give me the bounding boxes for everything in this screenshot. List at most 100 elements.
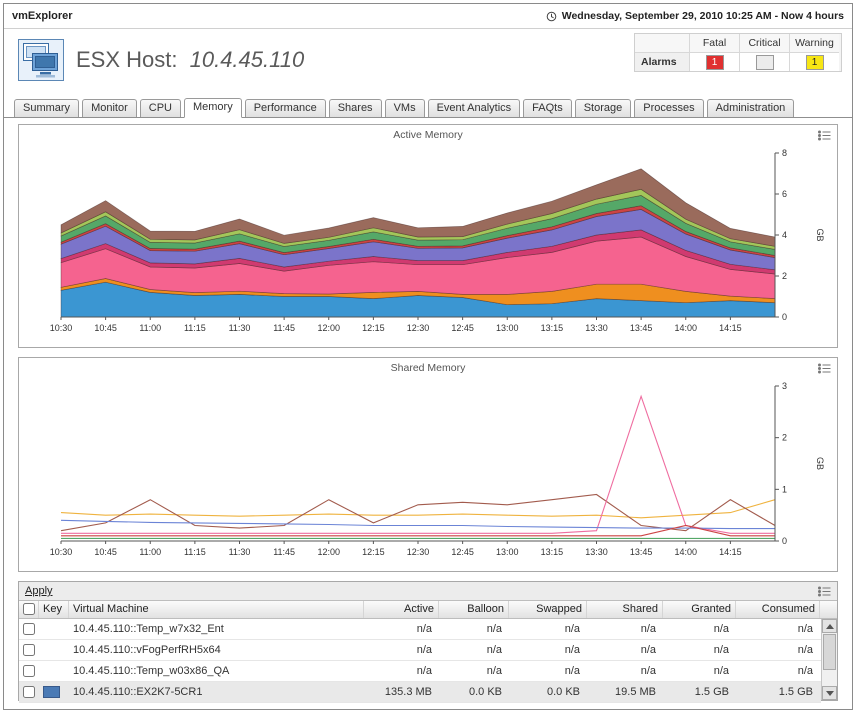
col-header-shared[interactable]: Shared <box>587 601 663 618</box>
svg-text:11:15: 11:15 <box>184 323 206 333</box>
row-checkbox[interactable] <box>23 665 35 678</box>
active-value: n/a <box>416 623 432 635</box>
swapped-value: n/a <box>564 644 580 656</box>
col-header-balloon[interactable]: Balloon <box>439 601 509 618</box>
swapped-value: n/a <box>564 665 580 677</box>
granted-value: 1.5 GB <box>694 686 729 698</box>
row-checkbox[interactable] <box>23 644 35 657</box>
apply-button[interactable]: Apply <box>25 585 53 597</box>
time-range-control[interactable]: Wednesday, September 29, 2010 10:25 AM -… <box>546 10 844 22</box>
shared-value: 19.5 MB <box>615 686 656 698</box>
series-key-swatch <box>43 686 60 699</box>
col-header-select <box>19 601 39 618</box>
app-title: vmExplorer <box>12 10 73 22</box>
select-all-checkbox[interactable] <box>23 603 35 616</box>
svg-text:GB: GB <box>815 228 825 241</box>
consumed-value: n/a <box>797 665 813 677</box>
svg-text:8: 8 <box>782 148 787 158</box>
tab-shares[interactable]: Shares <box>328 99 382 117</box>
svg-text:13:15: 13:15 <box>541 547 564 557</box>
shared-memory-chart: 0 1 2 3 10:30 10:45 11:00 11:15 11:30 11:45 12:00 1… <box>50 381 825 557</box>
chart-menu-icon[interactable] <box>818 130 831 141</box>
col-header-swapped[interactable]: Swapped <box>509 601 587 618</box>
alarms-panel: Fatal Critical Warning Alarms 1 1 <box>634 33 842 72</box>
svg-text:11:30: 11:30 <box>229 547 251 557</box>
svg-text:11:00: 11:00 <box>139 323 161 333</box>
shared-memory-chart-panel: Shared Memory 0 1 2 3 10:30 10:45 11:00 11:15 11… <box>18 357 838 572</box>
tab-vms[interactable]: VMs <box>384 99 425 117</box>
active-value: 135.3 MB <box>384 686 432 698</box>
tab-performance[interactable]: Performance <box>244 99 326 117</box>
svg-text:13:00: 13:00 <box>496 547 519 557</box>
tab-event-analytics[interactable]: Event Analytics <box>427 99 521 117</box>
table-scrollbar[interactable] <box>821 619 837 700</box>
col-header-active[interactable]: Active <box>364 601 439 618</box>
warning-count-badge[interactable]: 1 <box>805 54 824 70</box>
table-header: Key Virtual Machine Active Balloon Swapped Sh… <box>19 601 837 619</box>
col-header-granted[interactable]: Granted <box>663 601 736 618</box>
svg-text:14:00: 14:00 <box>674 547 697 557</box>
chart-menu-icon[interactable] <box>818 363 831 374</box>
critical-count-badge[interactable] <box>755 54 774 70</box>
tab-monitor[interactable]: Monitor <box>82 99 137 117</box>
svg-text:14:00: 14:00 <box>674 323 697 333</box>
svg-text:10:45: 10:45 <box>94 323 117 333</box>
row-checkbox[interactable] <box>23 623 35 636</box>
row-checkbox[interactable] <box>23 686 35 699</box>
svg-text:3: 3 <box>782 381 787 391</box>
scroll-up-button[interactable] <box>822 619 837 633</box>
table-row[interactable]: 10.4.45.110::Temp_w03x86_QA n/a n/a n/a n/a n… <box>19 661 821 682</box>
svg-text:10:30: 10:30 <box>50 323 73 333</box>
svg-text:4: 4 <box>782 230 787 240</box>
tab-processes[interactable]: Processes <box>634 99 704 117</box>
svg-text:12:45: 12:45 <box>451 323 474 333</box>
balloon-value: n/a <box>486 665 502 677</box>
granted-value: n/a <box>713 665 729 677</box>
svg-text:13:15: 13:15 <box>541 323 564 333</box>
tab-memory[interactable]: Memory <box>183 98 242 118</box>
table-menu-icon[interactable] <box>818 586 831 597</box>
table-row[interactable]: 10.4.45.110::EX2K7-5CR1 135.3 MB 0.0 KB 0.0… <box>19 682 821 703</box>
consumed-value: 1.5 GB <box>778 686 813 698</box>
svg-text:GB: GB <box>815 457 825 470</box>
svg-text:14:15: 14:15 <box>719 547 742 557</box>
col-header-key[interactable]: Key <box>39 601 69 618</box>
top-bar: vmExplorer Wednesday, September 29, 2010… <box>4 4 852 29</box>
tab-administration[interactable]: Administration <box>706 99 795 117</box>
apply-bar: Apply <box>19 582 837 601</box>
balloon-value: n/a <box>486 644 502 656</box>
col-header-virtual-machine[interactable]: Virtual Machine <box>69 601 364 618</box>
tab-cpu[interactable]: CPU <box>139 99 181 117</box>
svg-text:14:15: 14:15 <box>719 323 742 333</box>
svg-text:13:30: 13:30 <box>585 547 608 557</box>
svg-text:0: 0 <box>782 536 787 546</box>
balloon-value: 0.0 KB <box>468 686 502 698</box>
scrollbar-thumb[interactable] <box>823 634 836 670</box>
svg-text:13:00: 13:00 <box>496 323 519 333</box>
swapped-value: n/a <box>564 623 580 635</box>
col-header-consumed[interactable]: Consumed <box>736 601 820 618</box>
arrow-down-icon <box>825 690 834 700</box>
tab-faqts[interactable]: FAQts <box>523 99 572 117</box>
active-memory-chart-title: Active Memory <box>393 129 463 141</box>
svg-text:13:45: 13:45 <box>630 323 653 333</box>
clock-icon <box>546 11 557 22</box>
svg-text:11:45: 11:45 <box>273 323 295 333</box>
esx-host-icon <box>18 39 64 84</box>
shared-value: n/a <box>640 665 656 677</box>
svg-text:11:30: 11:30 <box>229 323 251 333</box>
tab-summary[interactable]: Summary <box>14 99 80 117</box>
content: Active Memory 0 2 4 6 8 10:30 10:45 11:00 11:15 1… <box>4 118 852 572</box>
svg-text:12:30: 12:30 <box>407 323 430 333</box>
svg-text:11:00: 11:00 <box>139 547 161 557</box>
time-range-label: Wednesday, September 29, 2010 10:25 AM -… <box>561 10 844 22</box>
tab-storage[interactable]: Storage <box>574 99 632 117</box>
svg-text:1: 1 <box>782 484 787 494</box>
table-row[interactable]: 10.4.45.110::Temp_w7x32_Ent n/a n/a n/a n/a n… <box>19 619 821 640</box>
svg-text:6: 6 <box>782 189 787 199</box>
alarms-col-fatal: Fatal <box>689 34 739 52</box>
table-row[interactable]: 10.4.45.110::vFogPerfRH5x64 n/a n/a n/a n/a n… <box>19 640 821 661</box>
fatal-count-badge[interactable]: 1 <box>705 54 724 70</box>
alarms-col-warning: Warning <box>789 34 839 52</box>
scroll-down-button[interactable] <box>822 686 837 700</box>
